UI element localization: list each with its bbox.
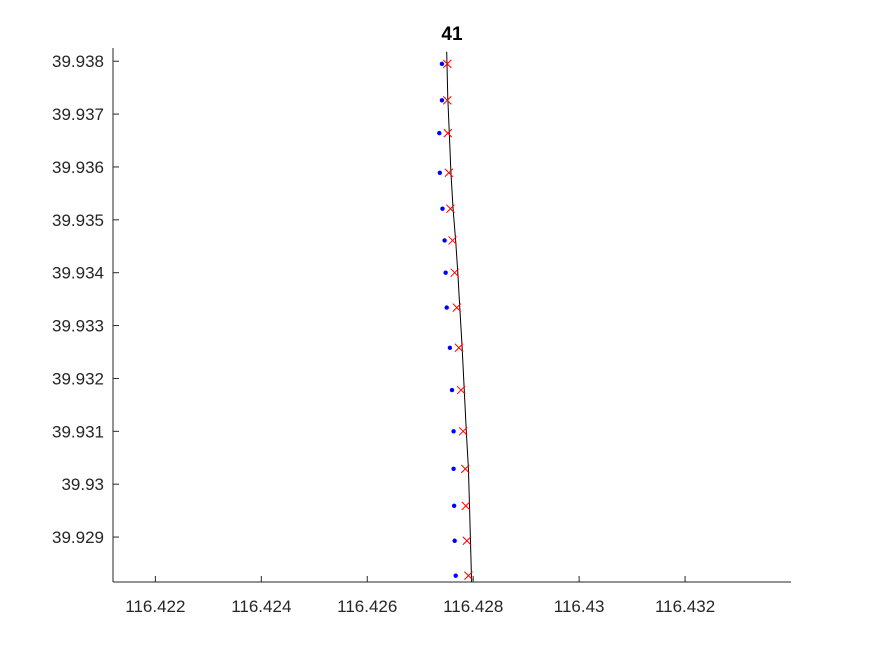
data-point-cross — [458, 426, 468, 436]
data-point-cross — [462, 536, 472, 546]
data-point-dot — [442, 238, 447, 243]
cross-stroke — [456, 385, 466, 395]
cross-stroke — [462, 536, 472, 546]
data-point-dot — [437, 130, 442, 136]
y-tick-label: 39.936 — [52, 158, 104, 177]
x-tick-label: 116.43 — [554, 597, 605, 616]
plot-area — [437, 51, 473, 583]
data-point-dot — [451, 503, 457, 509]
cross-stroke — [443, 128, 453, 138]
y-tick-label: 39.931 — [52, 422, 104, 441]
y-tick-label: 39.929 — [52, 528, 104, 547]
x-tick-label: 116.428 — [443, 597, 503, 616]
cross-stroke — [444, 168, 454, 178]
data-point-cross — [443, 128, 453, 138]
data-point-dot — [451, 466, 456, 472]
data-point-dot — [439, 98, 445, 103]
cross-stroke — [442, 95, 452, 105]
cross-stroke — [442, 59, 452, 69]
cross-stroke — [446, 204, 455, 214]
y-tick-label: 39.93 — [61, 475, 104, 494]
y-tick-label: 39.933 — [52, 317, 104, 336]
cross-stroke — [452, 303, 462, 312]
cross-stroke — [448, 236, 457, 245]
data-point-cross — [442, 95, 452, 105]
cross-stroke — [464, 571, 473, 581]
data-point-dot — [447, 345, 453, 350]
data-point-cross — [454, 343, 464, 353]
x-tick-label: 116.426 — [337, 597, 397, 616]
data-point-dot — [452, 538, 457, 543]
data-point-dot — [444, 305, 449, 310]
axes: 116.422 116.424 116.426 116.428 116.43 116.43… — [52, 48, 791, 616]
data-point-dot — [453, 573, 458, 578]
cross-stroke — [460, 464, 470, 474]
y-tick-label: 39.938 — [52, 52, 104, 71]
chart-title: 41 — [441, 24, 463, 45]
y-tick-label: 39.937 — [52, 105, 104, 124]
data-point-cross — [461, 501, 471, 511]
data-point-cross — [446, 204, 455, 214]
data-point-dot — [443, 270, 448, 275]
x-tick-label: 116.422 — [125, 597, 185, 616]
cross-stroke — [461, 501, 471, 511]
x-tick-label: 116.432 — [655, 597, 715, 616]
data-point-cross — [450, 268, 460, 278]
cross-stroke — [458, 426, 468, 436]
y-tick-label: 39.934 — [52, 264, 104, 283]
y-tick-label: 39.935 — [52, 211, 104, 230]
data-point-dot — [449, 387, 455, 393]
data-point-cross — [448, 236, 457, 245]
data-point-dot — [439, 61, 445, 67]
data-point-cross — [444, 168, 454, 178]
data-point-cross — [460, 464, 470, 474]
data-point-cross — [452, 303, 462, 312]
data-point-dot — [440, 206, 445, 211]
cross-stroke — [454, 343, 464, 353]
data-point-cross — [456, 385, 466, 395]
track-line — [446, 51, 473, 583]
data-point-dot — [437, 170, 443, 175]
data-point-cross — [442, 59, 452, 69]
data-point-dot — [451, 429, 456, 434]
data-point-cross — [464, 571, 473, 581]
y-tick-label: 39.932 — [52, 369, 104, 388]
cross-stroke — [450, 268, 460, 278]
x-tick-label: 116.424 — [231, 597, 291, 616]
